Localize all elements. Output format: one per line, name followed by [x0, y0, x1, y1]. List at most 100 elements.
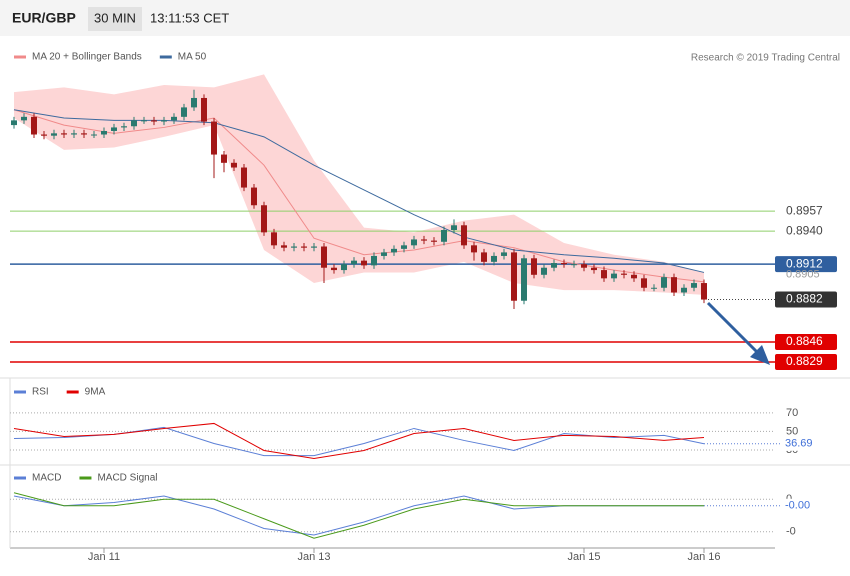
candle-body [181, 107, 187, 117]
last-value-bg [781, 498, 821, 513]
candle-body [631, 274, 637, 279]
x-tick-label: Jan 11 [88, 551, 120, 563]
candle-body [581, 264, 587, 268]
indicator-line [13, 492, 704, 539]
candle-body [161, 120, 167, 122]
price-tag [775, 256, 837, 273]
candle-body [461, 225, 467, 246]
bollinger-band [14, 74, 704, 295]
interval: 30 MIN [94, 10, 136, 25]
price-tag-label: 0.8829 [786, 354, 823, 368]
price-tag-label: 0.8940 [786, 223, 823, 237]
candle-body [201, 97, 207, 122]
x-tick-label: Jan 13 [297, 551, 330, 563]
price-tag-label: 0.8846 [786, 334, 823, 348]
candle-body [221, 154, 227, 163]
candle-body [261, 205, 267, 233]
candle-body [11, 120, 17, 126]
candle-body [691, 283, 697, 288]
candle-body [51, 133, 57, 136]
price-tag [775, 223, 837, 240]
y-tick-label: 70 [786, 407, 798, 419]
candle-body [491, 255, 497, 262]
price-tag [775, 203, 837, 220]
candle-body [341, 264, 347, 271]
candle-body [281, 245, 287, 248]
interval-box [88, 7, 142, 31]
candle-body [391, 248, 397, 253]
candle-body [591, 267, 597, 271]
candle-body [121, 126, 127, 128]
candle-body [151, 120, 157, 122]
forecast-arrow-head [750, 345, 770, 365]
candle-body [611, 273, 617, 279]
candle-body [231, 162, 237, 168]
symbol: EUR/GBP [12, 10, 76, 26]
candle-body [81, 133, 87, 135]
candle-body [471, 245, 477, 253]
candle-body [521, 258, 527, 301]
candle-body [701, 283, 707, 300]
current-price-tag [775, 291, 837, 308]
time: 13:11:53 CET [150, 10, 229, 25]
last-value-label: -0.00 [785, 500, 810, 512]
x-tick-label: Jan 16 [687, 551, 720, 563]
price-tag-label: 0.8912 [786, 256, 823, 270]
legend-label: MACD [32, 473, 61, 484]
candle-body [421, 239, 427, 241]
candle-body [91, 134, 97, 136]
candle-body [531, 258, 537, 275]
y-tick-label: -0 [786, 526, 796, 538]
candle-body [451, 225, 457, 230]
candle-body [211, 121, 217, 155]
ma-line [13, 109, 705, 273]
legend-label: MA 50 [178, 52, 207, 63]
price-tag [775, 354, 837, 371]
indicator-line [13, 422, 705, 460]
candle-body [441, 230, 447, 242]
candle-body [511, 252, 517, 301]
ma50-label: 0.8905 [786, 268, 820, 280]
candle-body [311, 246, 317, 248]
ma-line [13, 109, 705, 283]
candle-body [351, 260, 357, 265]
candle-body [541, 267, 547, 275]
indicator-line [13, 495, 704, 536]
candle-body [671, 277, 677, 293]
candle-body [271, 232, 277, 246]
candle-body [301, 246, 307, 248]
candle-body [361, 260, 367, 266]
candle-body [601, 270, 607, 279]
candle-body [661, 277, 667, 288]
candle-body [31, 116, 37, 135]
candle-body [501, 252, 507, 256]
candle-body [331, 267, 337, 271]
candle-body [21, 116, 27, 121]
candle-body [411, 239, 417, 246]
candle-body [641, 278, 647, 288]
candle-body [321, 246, 327, 268]
candle-body [111, 127, 117, 131]
candle-body [171, 116, 177, 121]
x-tick-label: Jan 15 [567, 551, 600, 563]
candle-body [131, 120, 137, 127]
credit: Research © 2019 Trading Central [691, 53, 840, 64]
last-value-bg [781, 436, 821, 451]
candle-body [61, 133, 67, 135]
candle-body [371, 255, 377, 266]
candle-body [571, 264, 577, 266]
price-tag [775, 333, 837, 350]
candle-body [291, 246, 297, 248]
candle-body [141, 120, 147, 122]
candle-body [381, 252, 387, 256]
candle-body [431, 240, 437, 242]
last-value-label: 36.69 [785, 438, 813, 450]
candle-body [241, 167, 247, 188]
candle-body [41, 134, 47, 136]
candle-body [681, 287, 687, 293]
candle-body [251, 187, 257, 206]
candle-body [101, 130, 107, 135]
legend-label: RSI [32, 387, 49, 398]
candle-body [651, 287, 657, 289]
